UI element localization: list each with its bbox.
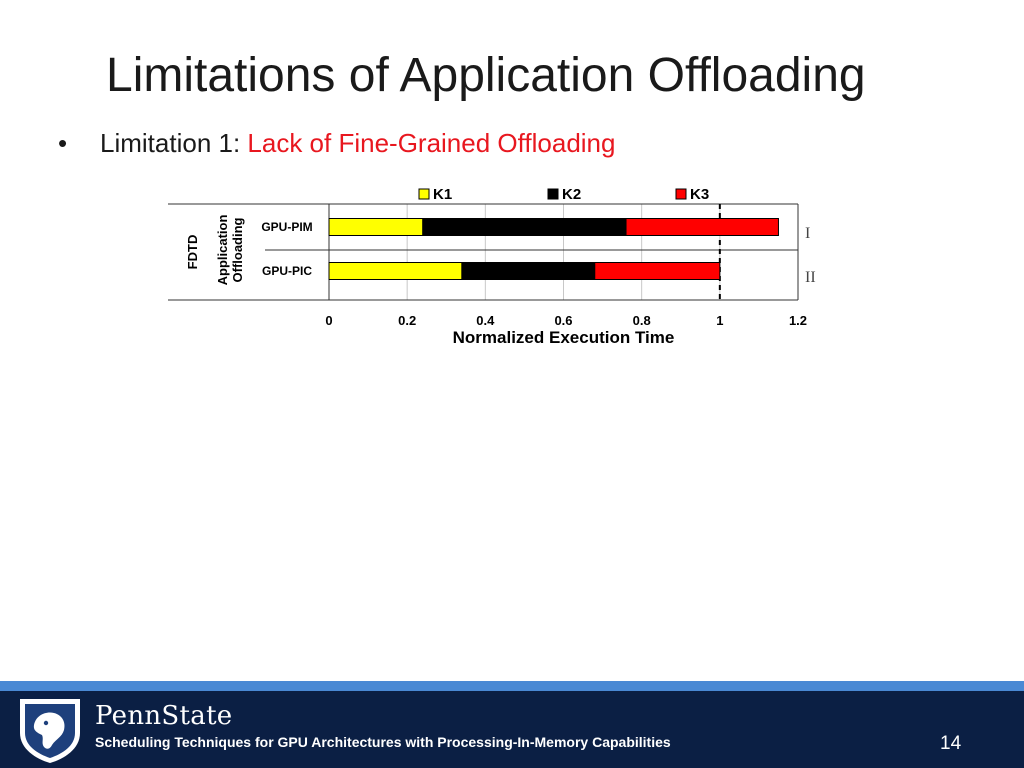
category-label: GPU-PIM [261, 220, 312, 234]
bullet-limitation-1: • Limitation 1: Lack of Fine-Grained Offl… [58, 128, 615, 159]
bar-k1 [328, 218, 424, 236]
execution-time-chart: GPU-PIM I GPU-PIC II FDTD Application Offloadi… [168, 186, 816, 347]
x-tick-label: 1.2 [789, 313, 807, 328]
bullet-prefix: Limitation 1: [100, 128, 248, 158]
legend-swatch-k1 [418, 188, 430, 200]
bar-k3 [625, 218, 779, 236]
legend-label-k1: K1 [433, 186, 452, 203]
brand-wordmark: PennState [95, 701, 233, 731]
category-group-label-line1: Application [215, 215, 230, 286]
x-tick-label: 0.6 [554, 313, 572, 328]
bullet-highlight: Lack of Fine-Grained Offloading [247, 128, 616, 158]
footer-stripe [0, 681, 1024, 691]
group-label: FDTD [185, 235, 200, 270]
bar-k2 [422, 218, 627, 236]
x-axis-title: Normalized Execution Time [453, 328, 675, 347]
row-tag: I [805, 225, 810, 242]
x-tick-label: 0.8 [633, 313, 651, 328]
category-group-label-line2: Offloading [230, 217, 245, 282]
legend-swatch-k3 [675, 188, 687, 200]
x-tick-label: 0 [325, 313, 332, 328]
footer-bar: PennState Scheduling Techniques for GPU … [0, 691, 1024, 768]
category-label: GPU-PIC [262, 264, 312, 278]
bar-k3 [594, 262, 721, 280]
bar-k2 [461, 262, 596, 280]
bullet-dot: • [58, 128, 68, 158]
legend-label-k3: K3 [690, 186, 709, 203]
legend-label-k2: K2 [562, 186, 581, 203]
slide-title: Limitations of Application Offloading [106, 49, 866, 102]
x-tick-label: 1 [716, 313, 723, 328]
bar-k1 [328, 262, 463, 280]
footer-subtitle: Scheduling Techniques for GPU Architectu… [95, 734, 671, 750]
row-tag: II [805, 269, 816, 286]
pennstate-shield-logo [20, 699, 80, 763]
page-number: 14 [940, 733, 962, 754]
x-tick-label: 0.2 [398, 313, 416, 328]
x-tick-label: 0.4 [476, 313, 495, 328]
legend-swatch-k2 [547, 188, 559, 200]
